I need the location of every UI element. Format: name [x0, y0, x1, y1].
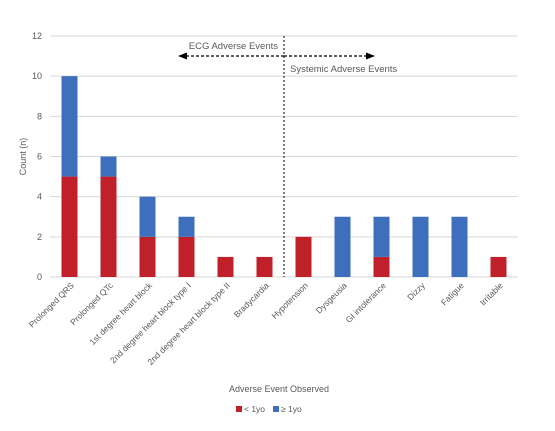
legend-swatch	[236, 406, 242, 412]
y-tick-label: 12	[32, 31, 42, 41]
y-tick-label: 6	[37, 152, 42, 162]
y-tick-label: 0	[37, 272, 42, 282]
x-tick-label: GI intolerance	[343, 280, 388, 325]
bar-segment-under-1yo	[256, 256, 273, 277]
bars	[61, 76, 507, 277]
systemic-arrowhead-icon	[366, 52, 375, 60]
x-tick-label: Hypotension	[269, 280, 310, 321]
bar-segment-1yo-and-over	[412, 216, 429, 277]
bar-segment-under-1yo	[61, 176, 78, 277]
bar-segment-under-1yo	[100, 176, 117, 277]
bar-segment-1yo-and-over	[334, 216, 351, 277]
bar-segment-under-1yo	[217, 256, 234, 277]
x-tick-label: Irritable	[478, 280, 505, 307]
bar-segment-1yo-and-over	[139, 196, 156, 237]
bar-segment-under-1yo	[373, 256, 390, 277]
systemic-adverse-events-label: Systemic Adverse Events	[290, 64, 397, 75]
legend-label: ≥ 1yo	[281, 404, 302, 414]
bar-segment-1yo-and-over	[61, 76, 78, 177]
x-axis-label: Adverse Event Observed	[229, 384, 329, 394]
bar-segment-1yo-and-over	[451, 216, 468, 277]
x-tick-label: Dizzy	[405, 280, 427, 302]
bar-segment-under-1yo	[139, 236, 156, 277]
y-tick-label: 8	[37, 111, 42, 121]
x-tick-label: Fatigue	[439, 280, 466, 307]
legend: < 1yo ≥ 1yo	[236, 404, 302, 414]
y-axis-tick-labels: 0 2 4 6 8 10 12	[32, 31, 42, 282]
legend-label: < 1yo	[244, 404, 265, 414]
x-tick-label: Dysgeusia	[314, 280, 349, 315]
ecg-adverse-events-label: ECG Adverse Events	[189, 41, 278, 52]
legend-swatch	[273, 406, 279, 412]
bar-segment-1yo-and-over	[373, 216, 390, 257]
bar-segment-1yo-and-over	[178, 216, 195, 237]
bar-segment-1yo-and-over	[100, 156, 117, 177]
bar-segment-under-1yo	[490, 256, 507, 277]
y-axis-label: Count (n)	[18, 138, 28, 176]
x-tick-label: 2nd degree heart block type II	[145, 280, 232, 367]
x-tick-label: Bradycardia	[232, 280, 271, 319]
y-tick-label: 4	[37, 192, 42, 202]
ecg-arrowhead-icon	[178, 52, 187, 60]
bar-segment-under-1yo	[178, 236, 195, 277]
y-tick-label: 2	[37, 232, 42, 242]
y-tick-label: 10	[32, 71, 42, 81]
bar-segment-under-1yo	[295, 236, 312, 277]
x-tick-label: 2nd degree heart block type I	[108, 280, 193, 365]
